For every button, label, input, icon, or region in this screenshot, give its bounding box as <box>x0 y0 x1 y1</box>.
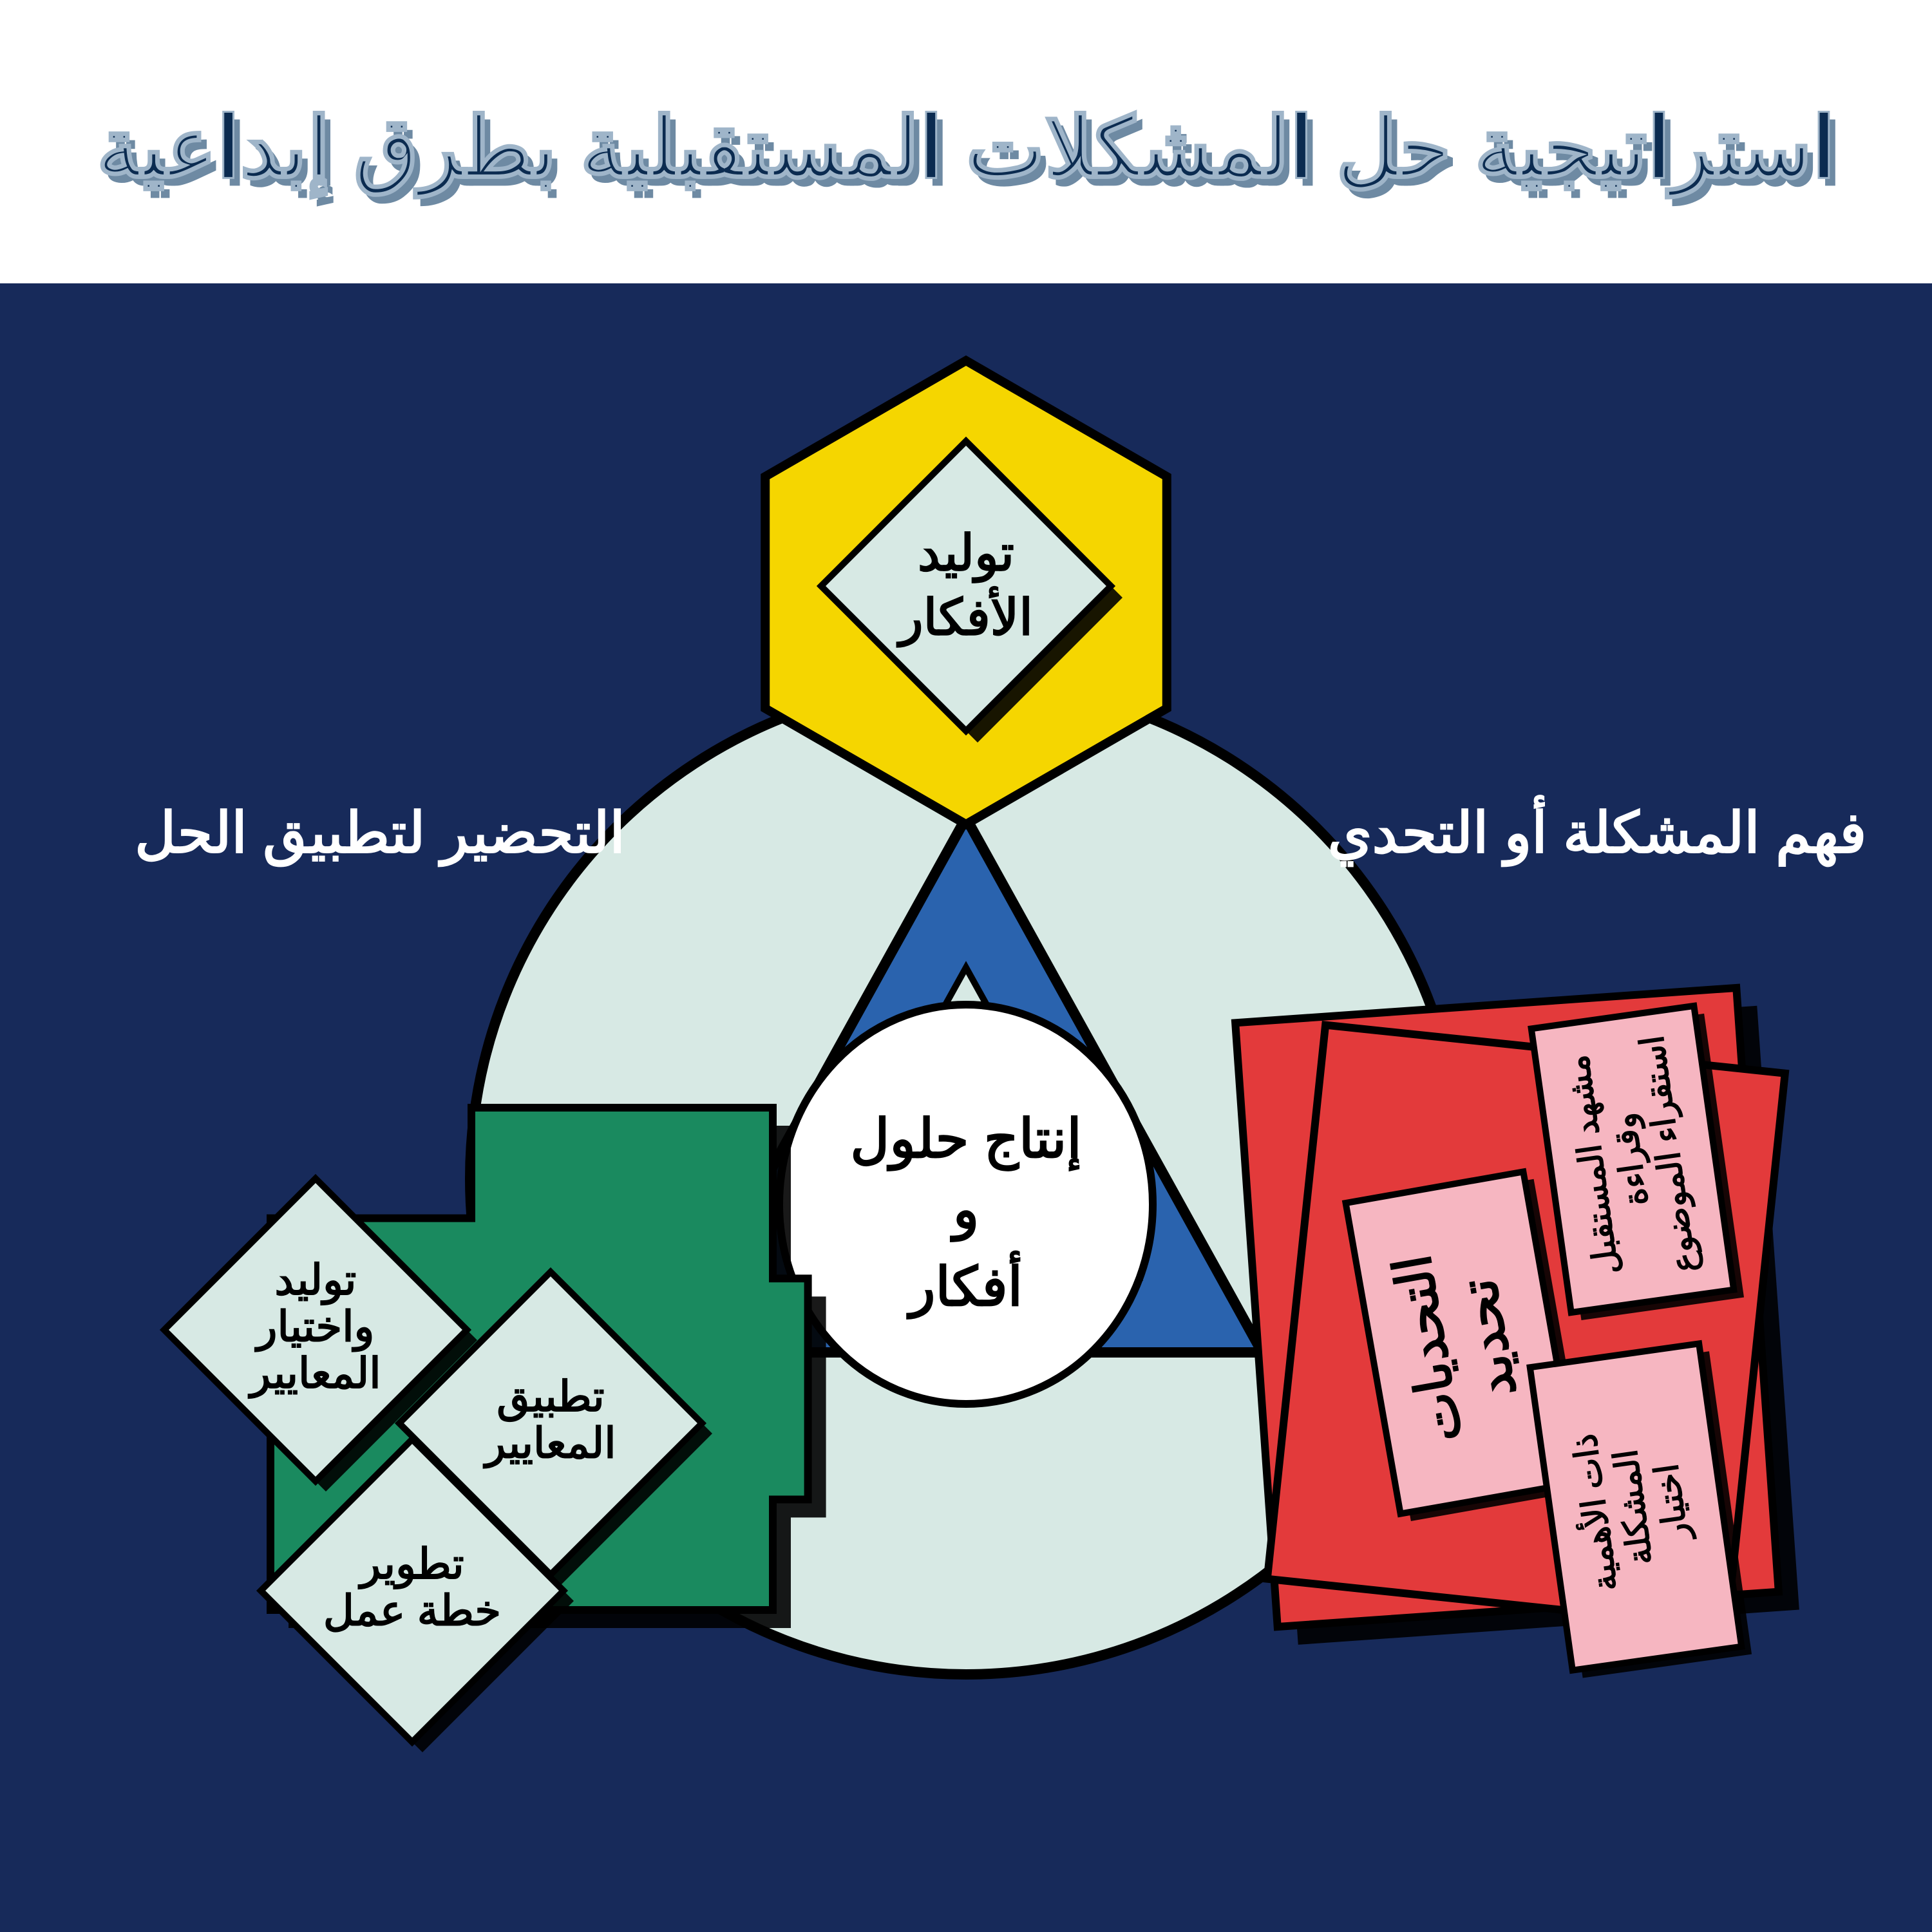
left-diamond-1-line2: واختيار <box>254 1302 375 1352</box>
left-diamond-2-line2: المعايير <box>482 1419 616 1470</box>
top-diamond-line2: الأفكار <box>896 586 1033 649</box>
outer-label-right: فهم المشكلة أو التحدي <box>1328 794 1867 867</box>
center-line3: أفكار <box>906 1251 1023 1320</box>
left-diamond-1-line3: المعايير <box>247 1349 381 1399</box>
page-title: استراتيجية حل المشكلات المستقبلية بطرق إ… <box>97 100 1835 199</box>
left-diamond-3-line2: خطة عمل <box>323 1587 501 1634</box>
center-line1: إنتاج حلول <box>850 1108 1081 1172</box>
outer-label-left: التحضير لتطبيق الحل <box>135 800 625 867</box>
left-diamond-1-line1: توليد <box>274 1256 356 1306</box>
left-diamond-3-line1: تطوير <box>357 1540 464 1590</box>
center-line2: و <box>950 1179 980 1242</box>
top-diamond-line1: توليد <box>918 525 1014 584</box>
left-diamond-2-line1: تطبيق <box>497 1372 604 1423</box>
